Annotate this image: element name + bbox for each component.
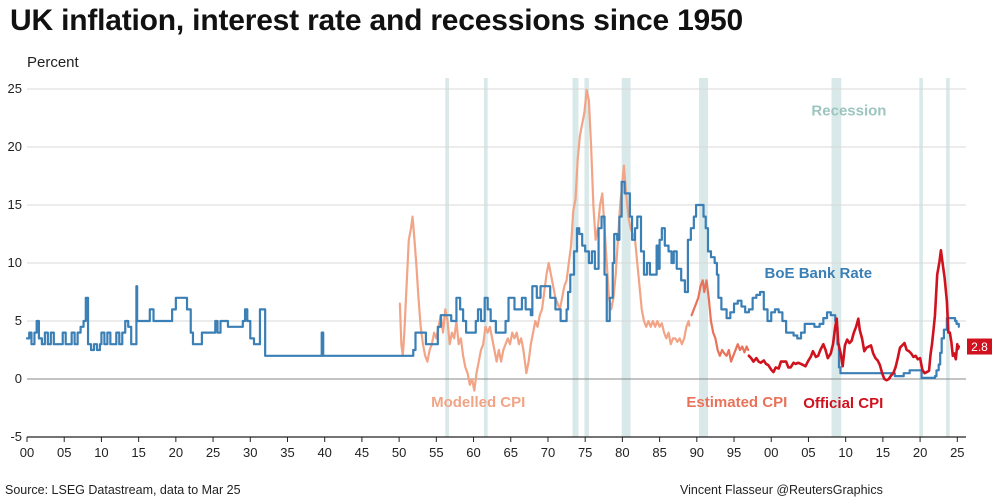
- series-line-modelled-cpi: [398, 89, 691, 392]
- y-tick-label: 25: [8, 81, 22, 96]
- series-line-estimated-cpi: [690, 279, 750, 363]
- recession-band: [919, 78, 923, 437]
- series-labels: BoE Bank Rate Modelled CPI Estimated CPI Of…: [431, 103, 886, 412]
- x-tick-label: 35: [280, 445, 294, 460]
- x-tick-label: 65: [504, 445, 518, 460]
- recession-band: [445, 78, 449, 437]
- source-note: Source: LSEG Datastream, data to Mar 25: [5, 483, 241, 497]
- x-tick-label: 95: [727, 445, 741, 460]
- x-tick-label: 30: [243, 445, 257, 460]
- recession-band: [699, 78, 708, 437]
- y-axis-label: Percent: [27, 54, 79, 71]
- y-tick-label: 20: [8, 139, 22, 154]
- x-tick-label: 70: [541, 445, 555, 460]
- x-tick-label: 60: [466, 445, 480, 460]
- series-line-official-cpi: [747, 248, 961, 382]
- series-line-boe: [25, 180, 960, 379]
- latest-value-badge-text: 2.8: [971, 340, 988, 354]
- recession-band: [584, 78, 589, 437]
- x-tick-label: 20: [169, 445, 183, 460]
- recession-band: [621, 78, 631, 437]
- x-tick-label: 45: [355, 445, 369, 460]
- x-tick-label: 90: [690, 445, 704, 460]
- x-tick-label: 15: [876, 445, 890, 460]
- y-tick-label: 5: [15, 313, 22, 328]
- x-tick-label: 20: [913, 445, 927, 460]
- recession-band: [946, 78, 950, 437]
- x-tick-label: 75: [578, 445, 592, 460]
- x-tick-label: 10: [838, 445, 852, 460]
- series-lines: [25, 89, 961, 392]
- x-tick-label: 50: [392, 445, 406, 460]
- series-label-boe-bank-rate: BoE Bank Rate: [765, 265, 873, 282]
- recession-bands: [445, 78, 950, 437]
- x-tick-label: 00: [20, 445, 34, 460]
- x-axis: 00 05 10 15 20 25 30 35 40 45 50 55 60 65 70 75 80 85 90 95…: [20, 436, 966, 460]
- credit-note: Vincent Flasseur @ReutersGraphics: [680, 483, 883, 497]
- series-label-estimated-cpi: Estimated CPI: [686, 394, 787, 411]
- y-tick-label: 0: [15, 371, 22, 386]
- x-tick-label: 85: [652, 445, 666, 460]
- latest-value-badge-bg: [967, 338, 992, 355]
- chart-title: UK inflation, interest rate and recessio…: [10, 4, 744, 37]
- recession-band: [483, 78, 488, 437]
- series-label-recession: Recession: [811, 103, 886, 120]
- x-tick-label: 25: [206, 445, 220, 460]
- latest-value-badge: 2.8: [967, 338, 992, 355]
- y-tick-label: 15: [8, 197, 22, 212]
- recession-band: [572, 78, 579, 437]
- series-label-modelled-cpi: Modelled CPI: [431, 394, 525, 411]
- x-tick-label: 05: [57, 445, 71, 460]
- x-tick-label: 05: [801, 445, 815, 460]
- x-tick-label: 25: [950, 445, 964, 460]
- y-tick-label: 10: [8, 255, 22, 270]
- y-tick-label: -5: [10, 429, 22, 444]
- x-tick-label: 80: [615, 445, 629, 460]
- x-tick-label: 10: [94, 445, 108, 460]
- recession-band: [831, 78, 842, 437]
- series-label-official-cpi: Official CPI: [803, 395, 883, 412]
- x-tick-label: 00: [764, 445, 778, 460]
- x-tick-label: 40: [317, 445, 331, 460]
- x-tick-label: 15: [131, 445, 145, 460]
- x-tick-label: 55: [429, 445, 443, 460]
